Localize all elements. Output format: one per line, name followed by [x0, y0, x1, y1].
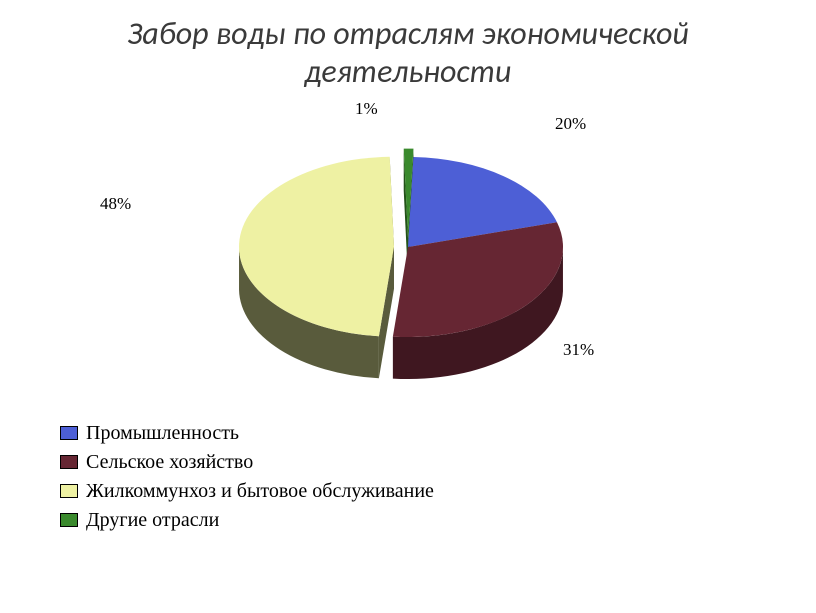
legend-item: Жилкоммунхоз и бытовое обслуживание	[60, 480, 816, 503]
legend-item: Сельское хозяйство	[60, 451, 816, 474]
pie-slice-pct-label: 1%	[355, 99, 378, 119]
legend-item: Другие отрасли	[60, 509, 816, 532]
legend-label: Жилкоммунхоз и бытовое обслуживание	[86, 480, 434, 503]
legend-swatch	[60, 426, 78, 440]
legend-label: Сельское хозяйство	[86, 451, 253, 474]
pie-slice-pct-label: 48%	[100, 194, 131, 214]
legend-swatch	[60, 513, 78, 527]
legend-item: Промышленность	[60, 422, 816, 445]
page-title: Забор воды по отраслям экономической дея…	[0, 0, 816, 102]
legend-label: Промышленность	[86, 422, 239, 445]
legend-swatch	[60, 455, 78, 469]
title-line-2: деятельности	[40, 53, 776, 91]
legend-label: Другие отрасли	[86, 509, 219, 532]
title-line-1: Забор воды по отраслям экономической	[40, 15, 776, 53]
pie-slice-pct-label: 20%	[555, 114, 586, 134]
pie-chart-area: 20% 31% 48% 1%	[0, 102, 816, 412]
legend-swatch	[60, 484, 78, 498]
legend: Промышленность Сельское хозяйство Жилкомму…	[0, 412, 816, 532]
pie-slice-pct-label: 31%	[563, 340, 594, 360]
